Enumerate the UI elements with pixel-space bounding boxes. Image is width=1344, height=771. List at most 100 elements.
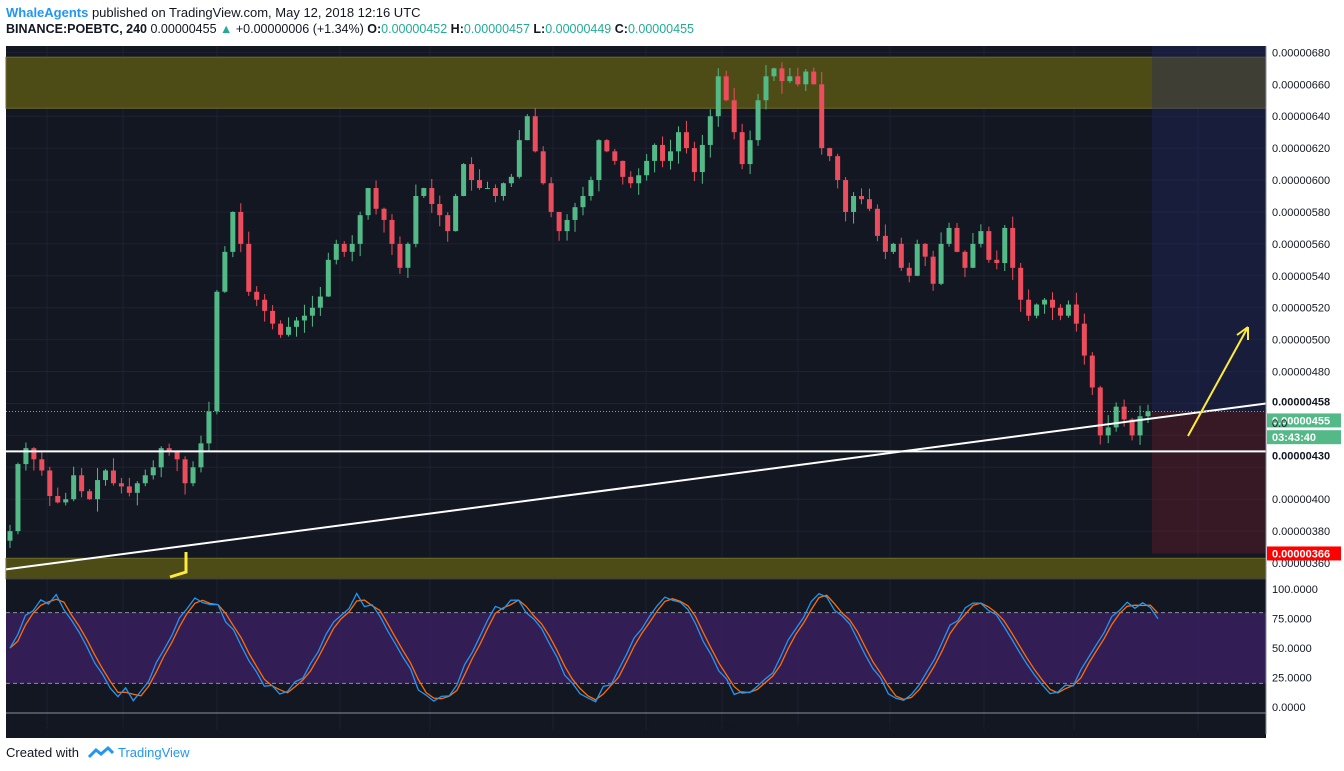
candle-body bbox=[373, 188, 379, 209]
candle-body bbox=[835, 156, 841, 181]
high-value: 0.00000457 bbox=[463, 22, 530, 36]
current-price-badge-bg bbox=[1267, 413, 1341, 428]
candle-body bbox=[1137, 416, 1143, 436]
price-tick-label: 0.00000540 bbox=[1272, 271, 1330, 283]
low-label: L: bbox=[533, 22, 546, 36]
candle-body bbox=[612, 151, 618, 161]
candle-body bbox=[508, 176, 514, 184]
candle-body bbox=[747, 140, 753, 165]
trend-line[interactable] bbox=[5, 402, 1267, 571]
candle-body bbox=[492, 188, 498, 197]
candle-body bbox=[572, 207, 578, 220]
price-change: +0.00000006 (+1.34%) bbox=[235, 22, 364, 36]
price-tick-label: 0.00000500 bbox=[1272, 335, 1330, 347]
time-tick-label: 12:00 bbox=[33, 721, 61, 733]
candle-body bbox=[620, 160, 626, 177]
candle-body bbox=[954, 227, 960, 252]
stoch-band bbox=[6, 612, 1266, 684]
candle-body bbox=[1121, 406, 1127, 420]
candle-body bbox=[214, 291, 220, 412]
candle-body bbox=[827, 148, 833, 157]
created-with-label: Created with bbox=[6, 745, 79, 760]
candle-body bbox=[484, 188, 490, 190]
annotations bbox=[169, 326, 1249, 579]
candle-body bbox=[962, 251, 968, 268]
close-value: 0.00000455 bbox=[627, 22, 694, 36]
candle-body bbox=[55, 496, 61, 503]
stoch-tick-label: 75.0000 bbox=[1272, 614, 1312, 626]
candle-body bbox=[150, 467, 156, 476]
close-label: C: bbox=[614, 22, 628, 36]
candle-body bbox=[874, 208, 880, 236]
candle-body bbox=[71, 475, 77, 500]
candle-body bbox=[660, 144, 666, 161]
candle-body bbox=[453, 196, 459, 232]
price-tick-label: 0.00000600 bbox=[1272, 175, 1330, 187]
candle-body bbox=[1050, 299, 1056, 308]
candle-body bbox=[445, 215, 451, 232]
candle-body bbox=[811, 71, 817, 85]
candle-body bbox=[278, 323, 284, 335]
candle-body bbox=[628, 176, 634, 184]
price-tick-label: 0.00000400 bbox=[1272, 494, 1330, 506]
candle-body bbox=[596, 140, 602, 181]
price-tick-label: 0.00000480 bbox=[1272, 367, 1330, 379]
candle-body bbox=[771, 68, 777, 77]
candle-body bbox=[787, 76, 793, 82]
stoch-tick-label: 50.0000 bbox=[1272, 643, 1312, 655]
price-axis[interactable]: 0.00000680 0.00000660 0.00000640 0.00000620… bbox=[1265, 44, 1344, 742]
open-label: O: bbox=[367, 22, 382, 36]
target-zone bbox=[1152, 46, 1266, 412]
candle-body bbox=[540, 151, 546, 184]
countdown-badge: 03:43:40 bbox=[1272, 432, 1316, 444]
candle-body bbox=[365, 188, 371, 216]
publish-info: published on TradingView.com, May 12, 20… bbox=[88, 5, 421, 20]
candle-body bbox=[882, 235, 888, 252]
stoch-tick-label: 0.0000 bbox=[1272, 702, 1306, 714]
candle-body bbox=[31, 448, 37, 460]
time-tick-label: 4 bbox=[887, 721, 893, 733]
author-link[interactable]: WhaleAgents bbox=[6, 5, 89, 20]
candle-body bbox=[469, 164, 475, 181]
price-tick-label: 0.00000660 bbox=[1272, 79, 1330, 91]
candle-body bbox=[389, 219, 395, 244]
candle-body bbox=[1010, 227, 1016, 268]
candle-body bbox=[978, 231, 984, 244]
candle-body bbox=[397, 243, 403, 268]
symbol-label[interactable]: BINANCE:POEBTC, 240 bbox=[6, 22, 147, 36]
candle-body bbox=[118, 483, 124, 487]
candle-body bbox=[429, 188, 435, 204]
time-axis[interactable]: 12:00 9 12 16 19 23 26 12:00 May 4 7 10 14 bbox=[6, 712, 1266, 733]
tradingview-link[interactable]: TradingView bbox=[118, 745, 190, 760]
target-arrow bbox=[1187, 326, 1249, 437]
price-tick-label: 0.00000680 bbox=[1272, 47, 1330, 59]
supply-zone bbox=[5, 56, 1267, 109]
candle-body bbox=[246, 243, 252, 292]
price-tick-label: 0.00000560 bbox=[1272, 239, 1330, 251]
candle-body bbox=[286, 326, 292, 335]
chart-area[interactable]: 0.00000680 0.00000660 0.00000640 0.00000620… bbox=[0, 44, 1344, 742]
tradingview-logo-icon bbox=[88, 745, 114, 759]
candle-body bbox=[126, 486, 132, 493]
candle-body bbox=[763, 76, 769, 101]
price-tick-label: 0.00000580 bbox=[1272, 207, 1330, 219]
time-tick-label: 23 bbox=[547, 721, 559, 733]
stoch-tick-label: 25.0000 bbox=[1272, 673, 1312, 685]
candle-body bbox=[325, 259, 331, 297]
low-value: 0.00000449 bbox=[545, 22, 612, 36]
stop-price-badge-bg bbox=[1267, 546, 1341, 561]
candle-body bbox=[39, 459, 45, 471]
candle-body bbox=[922, 243, 928, 257]
candle-body bbox=[357, 215, 363, 244]
price-tick-label: 0.00000520 bbox=[1272, 303, 1330, 315]
candle-body bbox=[142, 475, 148, 484]
candle-body bbox=[1105, 427, 1111, 436]
stoch-d-line bbox=[9, 594, 1159, 701]
candle-body bbox=[293, 320, 299, 327]
candle-body bbox=[421, 188, 427, 197]
candle-body bbox=[723, 76, 729, 101]
candle-body bbox=[166, 448, 172, 452]
stoch-k-line bbox=[9, 592, 1159, 703]
candle-body bbox=[158, 448, 164, 468]
candle-body bbox=[309, 307, 315, 316]
